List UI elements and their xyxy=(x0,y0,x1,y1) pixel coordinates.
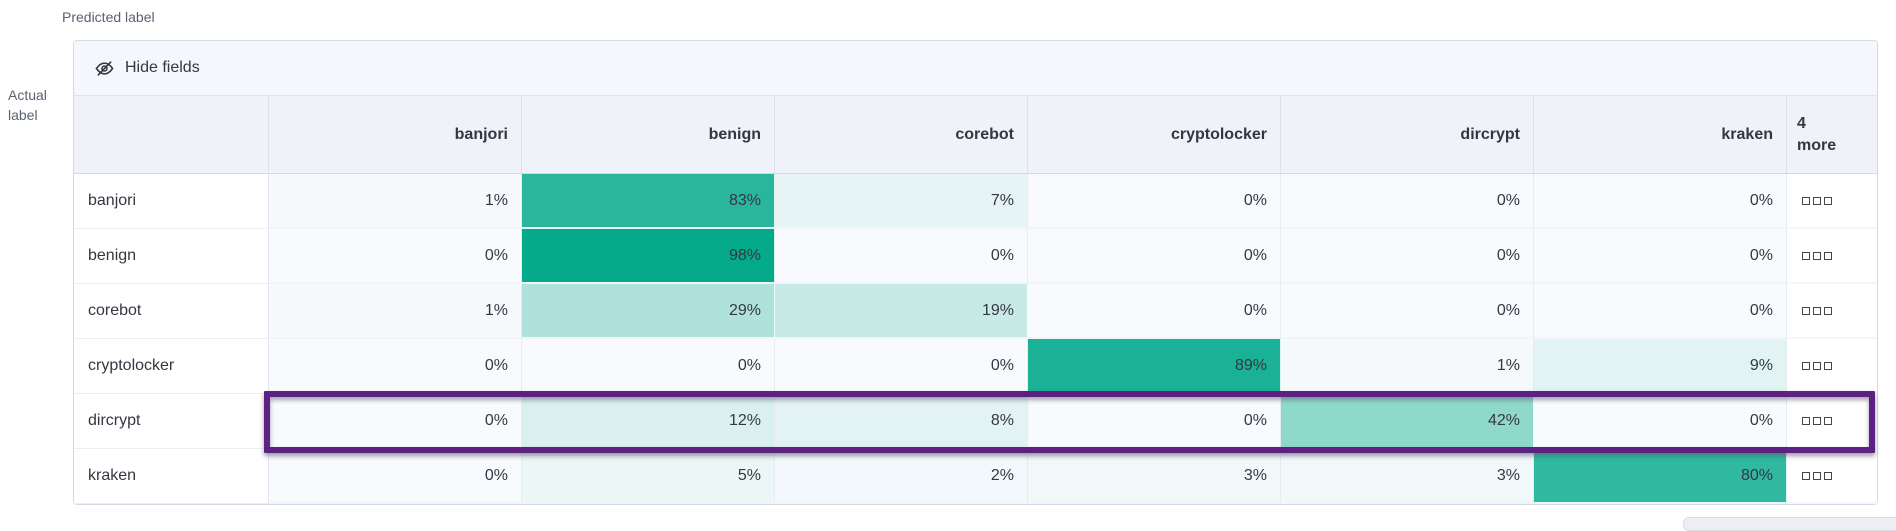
matrix-cell-benign-kraken[interactable]: 0% xyxy=(1534,229,1787,284)
matrix-cell-dircrypt-cryptolocker[interactable]: 0% xyxy=(1028,394,1281,449)
column-header-benign[interactable]: benign xyxy=(522,96,775,173)
row-label[interactable]: kraken xyxy=(74,449,269,504)
matrix-cell-cryptolocker-banjori[interactable]: 0% xyxy=(269,339,522,394)
column-header-corebot[interactable]: corebot xyxy=(775,96,1028,173)
boxes-horizontal-icon xyxy=(1802,361,1810,370)
matrix-cell-kraken-benign[interactable]: 5% xyxy=(522,449,775,504)
row-label[interactable]: corebot xyxy=(74,284,269,339)
boxes-horizontal-icon xyxy=(1813,251,1821,260)
matrix-cell-dircrypt-benign[interactable]: 12% xyxy=(522,394,775,449)
matrix-cell-kraken-cryptolocker[interactable]: 3% xyxy=(1028,449,1281,504)
row-label[interactable]: banjori xyxy=(74,174,269,229)
actual-axis-label-line1: Actual xyxy=(8,87,47,103)
row-actions-button[interactable] xyxy=(1787,449,1877,504)
matrix-cell-benign-benign[interactable]: 98% xyxy=(522,229,775,284)
matrix-cell-benign-banjori[interactable]: 0% xyxy=(269,229,522,284)
matrix-cell-benign-dircrypt[interactable]: 0% xyxy=(1281,229,1534,284)
boxes-horizontal-icon xyxy=(1824,361,1832,370)
row-actions-button[interactable] xyxy=(1787,284,1877,339)
boxes-horizontal-icon xyxy=(1824,251,1832,260)
matrix-cell-cryptolocker-dircrypt[interactable]: 1% xyxy=(1281,339,1534,394)
matrix-row-corebot: corebot 1% 29% 19% 0% 0% 0% xyxy=(74,284,1877,339)
matrix-cell-kraken-kraken[interactable]: 80% xyxy=(1534,449,1787,504)
boxes-horizontal-icon xyxy=(1813,361,1821,370)
matrix-cell-dircrypt-banjori[interactable]: 0% xyxy=(269,394,522,449)
boxes-horizontal-icon xyxy=(1802,196,1810,205)
matrix-cell-banjori-corebot[interactable]: 7% xyxy=(775,174,1028,229)
matrix-cell-benign-cryptolocker[interactable]: 0% xyxy=(1028,229,1281,284)
boxes-horizontal-icon xyxy=(1824,306,1832,315)
confusion-matrix-grid: Hide fields banjori benign corebot cryptolo… xyxy=(73,40,1878,505)
column-header-cryptolocker[interactable]: cryptolocker xyxy=(1028,96,1281,173)
boxes-horizontal-icon xyxy=(1802,251,1810,260)
matrix-row-banjori: banjori 1% 83% 7% 0% 0% 0% xyxy=(74,174,1877,229)
actual-axis-label: Actual label xyxy=(8,86,64,126)
matrix-cell-corebot-dircrypt[interactable]: 0% xyxy=(1281,284,1534,339)
boxes-horizontal-icon xyxy=(1813,306,1821,315)
grid-header-row: banjori benign corebot cryptolocker dircrypt… xyxy=(74,96,1877,174)
matrix-row-dircrypt: dircrypt 0% 12% 8% 0% 42% 0% xyxy=(74,394,1877,449)
matrix-cell-dircrypt-kraken[interactable]: 0% xyxy=(1534,394,1787,449)
actual-axis-label-line2: label xyxy=(8,107,38,123)
row-actions-button[interactable] xyxy=(1787,339,1877,394)
columns-overflow-header[interactable]: 4 more xyxy=(1797,114,1837,154)
matrix-row-kraken: kraken 0% 5% 2% 3% 3% 80% xyxy=(74,449,1877,504)
matrix-cell-cryptolocker-corebot[interactable]: 0% xyxy=(775,339,1028,394)
boxes-horizontal-icon xyxy=(1813,471,1821,480)
matrix-cell-cryptolocker-cryptolocker[interactable]: 89% xyxy=(1028,339,1281,394)
matrix-cell-dircrypt-dircrypt[interactable]: 42% xyxy=(1281,394,1534,449)
horizontal-scrollbar[interactable] xyxy=(1683,517,1896,531)
matrix-row-cryptolocker: cryptolocker 0% 0% 0% 89% 1% 9% xyxy=(74,339,1877,394)
boxes-horizontal-icon xyxy=(1824,416,1832,425)
eye-closed-icon xyxy=(95,59,114,78)
header-corner-cell xyxy=(74,96,269,173)
column-header-dircrypt[interactable]: dircrypt xyxy=(1281,96,1534,173)
matrix-row-benign: benign 0% 98% 0% 0% 0% 0% xyxy=(74,229,1877,284)
boxes-horizontal-icon xyxy=(1802,471,1810,480)
matrix-cell-corebot-benign[interactable]: 29% xyxy=(522,284,775,339)
column-header-kraken[interactable]: kraken xyxy=(1534,96,1787,173)
row-label[interactable]: cryptolocker xyxy=(74,339,269,394)
matrix-cell-cryptolocker-benign[interactable]: 0% xyxy=(522,339,775,394)
boxes-horizontal-icon xyxy=(1813,196,1821,205)
matrix-cell-banjori-banjori[interactable]: 1% xyxy=(269,174,522,229)
hide-fields-button[interactable]: Hide fields xyxy=(74,41,1877,96)
matrix-cell-corebot-banjori[interactable]: 1% xyxy=(269,284,522,339)
matrix-cell-corebot-cryptolocker[interactable]: 0% xyxy=(1028,284,1281,339)
matrix-cell-benign-corebot[interactable]: 0% xyxy=(775,229,1028,284)
matrix-cell-dircrypt-corebot[interactable]: 8% xyxy=(775,394,1028,449)
column-header-banjori[interactable]: banjori xyxy=(269,96,522,173)
row-label[interactable]: benign xyxy=(74,229,269,284)
matrix-cell-banjori-cryptolocker[interactable]: 0% xyxy=(1028,174,1281,229)
matrix-cell-kraken-dircrypt[interactable]: 3% xyxy=(1281,449,1534,504)
matrix-cell-corebot-corebot[interactable]: 19% xyxy=(775,284,1028,339)
matrix-cell-banjori-benign[interactable]: 83% xyxy=(522,174,775,229)
matrix-cell-banjori-dircrypt[interactable]: 0% xyxy=(1281,174,1534,229)
boxes-horizontal-icon xyxy=(1824,196,1832,205)
boxes-horizontal-icon xyxy=(1813,416,1821,425)
predicted-axis-label: Predicted label xyxy=(62,9,155,25)
hide-fields-label: Hide fields xyxy=(125,59,200,76)
row-actions-button[interactable] xyxy=(1787,174,1877,229)
boxes-horizontal-icon xyxy=(1802,306,1810,315)
grid-body: banjori 1% 83% 7% 0% 0% 0% benign 0% 98% 0% 0% 0% 0% c… xyxy=(74,174,1877,504)
row-actions-button[interactable] xyxy=(1787,229,1877,284)
row-actions-button[interactable] xyxy=(1787,394,1877,449)
matrix-cell-kraken-corebot[interactable]: 2% xyxy=(775,449,1028,504)
matrix-cell-banjori-kraken[interactable]: 0% xyxy=(1534,174,1787,229)
row-label[interactable]: dircrypt xyxy=(74,394,269,449)
boxes-horizontal-icon xyxy=(1824,471,1832,480)
matrix-cell-corebot-kraken[interactable]: 0% xyxy=(1534,284,1787,339)
boxes-horizontal-icon xyxy=(1802,416,1810,425)
matrix-cell-cryptolocker-kraken[interactable]: 9% xyxy=(1534,339,1787,394)
matrix-cell-kraken-banjori[interactable]: 0% xyxy=(269,449,522,504)
